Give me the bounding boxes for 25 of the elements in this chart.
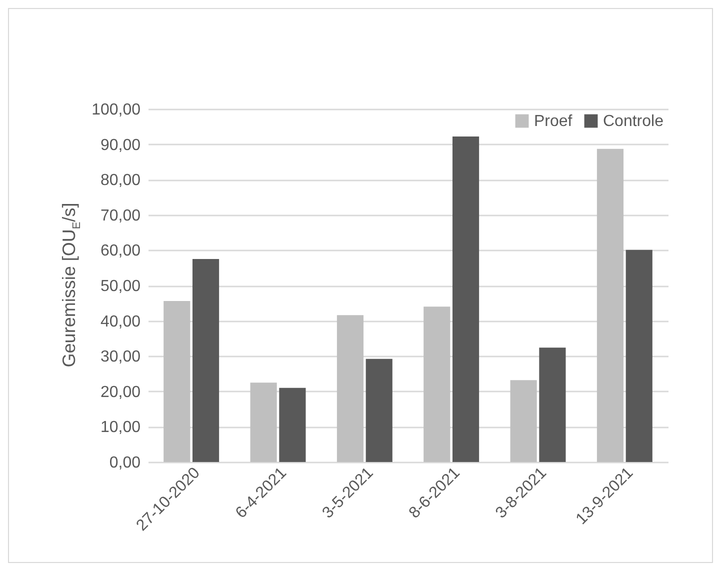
bar (626, 250, 652, 462)
y-tick-label: 50,00 (100, 278, 141, 295)
bar (424, 306, 450, 462)
legend-label: Controle (603, 113, 664, 130)
legend-label: Proef (534, 113, 573, 130)
bar (539, 348, 566, 462)
y-tick-label: 0,00 (109, 454, 141, 472)
bar (510, 380, 537, 462)
bar (164, 301, 190, 462)
y-tick-label: 20,00 (100, 384, 141, 401)
bar (366, 358, 392, 462)
y-tick-label: 80,00 (100, 172, 141, 190)
y-tick-label: 60,00 (100, 242, 141, 260)
bar (596, 148, 624, 462)
bar (192, 259, 220, 462)
y-tick-label: 90,00 (100, 136, 141, 154)
y-tick-label: 70,00 (100, 207, 141, 224)
y-tick-label: 40,00 (100, 313, 141, 330)
bar (279, 388, 306, 462)
bar (452, 136, 480, 462)
bar (250, 382, 277, 462)
bar (336, 315, 364, 462)
y-tick-label: 100,00 (92, 102, 141, 118)
y-tick-label: 30,00 (100, 348, 141, 366)
y-tick-label: 10,00 (100, 419, 141, 436)
